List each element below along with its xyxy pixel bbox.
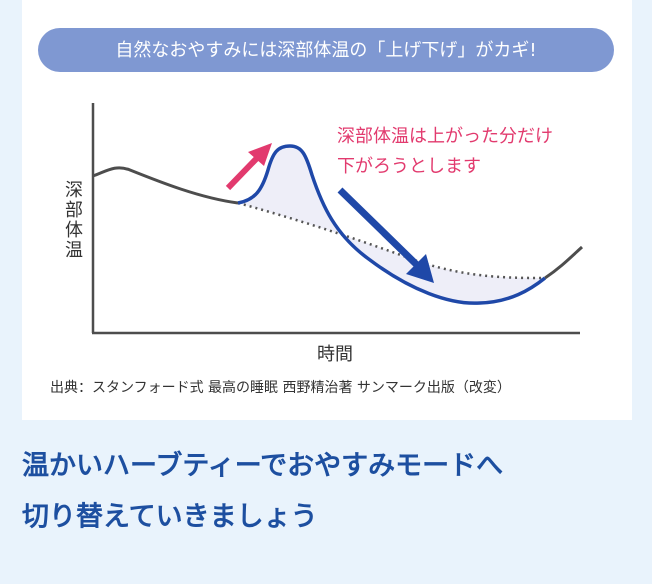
up-arrow-head bbox=[248, 143, 272, 166]
heading: 温かいハーブティーでおやすみモードへ bbox=[22, 450, 503, 482]
annotation: 下がろうとします bbox=[337, 156, 481, 177]
temp-curve bbox=[92, 166, 239, 205]
heading: 切り替えていきましょう bbox=[22, 502, 318, 533]
temp-curve bbox=[544, 245, 584, 280]
source: 出典：スタンフォード式 最高の睡眠 西野精治著 サンマーク出版（改変） bbox=[50, 379, 511, 396]
x-axis-label: 時間 bbox=[317, 344, 353, 365]
banner-text: 自然なおやすみには深部体温の「上げ下げ」がカギ! bbox=[115, 40, 536, 61]
up-arrow bbox=[225, 154, 261, 191]
down-arrow bbox=[337, 187, 421, 269]
y-axis-label: 深部体温 bbox=[62, 180, 83, 260]
down-arrow-head bbox=[406, 254, 434, 283]
banner-pill bbox=[38, 28, 614, 72]
baseline-curve bbox=[237, 201, 546, 280]
modified-curve bbox=[237, 144, 547, 305]
annotation: 深部体温は上がった分だけ bbox=[337, 126, 553, 147]
